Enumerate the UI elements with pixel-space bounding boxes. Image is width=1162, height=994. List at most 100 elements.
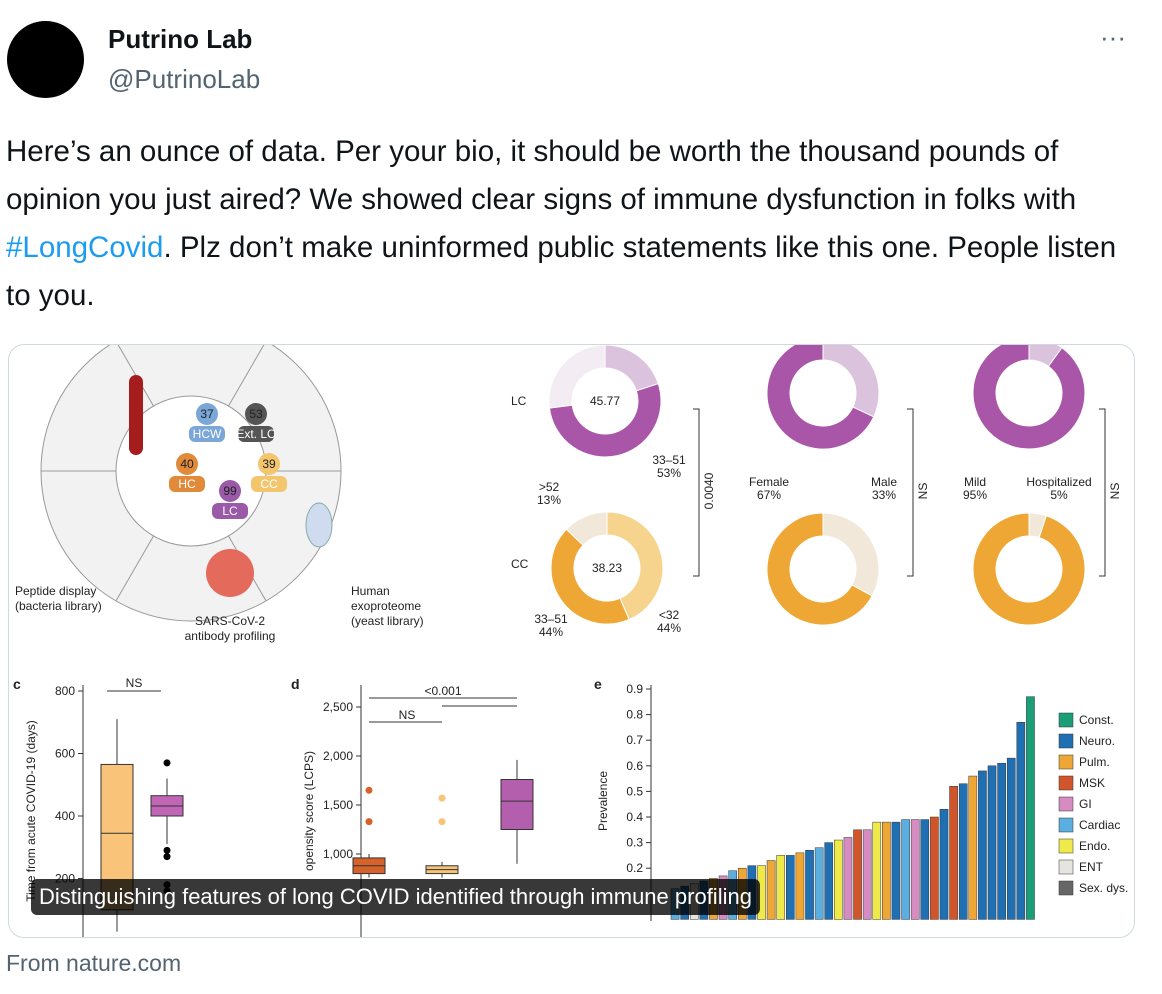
y-tick-label: 2,000 (323, 749, 353, 763)
donut-segment (565, 511, 608, 546)
donut-label: 33% (872, 488, 896, 502)
test-label: NS (399, 708, 416, 722)
donut-label: Hospitalized (1026, 475, 1091, 489)
donut-label: Mild (964, 475, 986, 489)
ring-divider (117, 345, 154, 407)
media-card[interactable]: 37 HCW 53 Ext. LC 40 HC 39 CC 99 LC Peptide displa… (8, 344, 1135, 938)
legend-swatch (1058, 838, 1074, 854)
bar (891, 821, 901, 920)
group-head (219, 480, 241, 502)
legend-label: Pulm. (1079, 755, 1110, 769)
group-body (169, 476, 205, 492)
bar (862, 829, 872, 920)
y-tick-label: 1,000 (323, 847, 353, 861)
legend-swatch (1058, 733, 1074, 749)
bar (930, 816, 939, 920)
y-tick-label: 0.7 (626, 733, 643, 747)
bar (968, 775, 978, 920)
author-handle[interactable]: @PutrinoLab (108, 64, 261, 94)
figure: 37 HCW 53 Ext. LC 40 HC 39 CC 99 LC Peptide displa… (13, 345, 1128, 937)
outlier (163, 846, 171, 854)
legend-label: Neuro. (1079, 734, 1115, 748)
outlier (365, 786, 373, 794)
bar (987, 765, 997, 920)
test-label: <0.001 (424, 684, 461, 698)
legend-label: Cardiac (1079, 818, 1120, 832)
donut-segment (604, 345, 659, 392)
donut-segment (972, 345, 1086, 450)
cohort-label: exoproteome (351, 599, 421, 613)
bar (872, 821, 882, 920)
avatar[interactable] (7, 21, 84, 98)
donut-segment (972, 512, 1086, 626)
bar (786, 855, 795, 920)
donut-segment (548, 345, 606, 409)
y-tick-label: 1,500 (323, 798, 353, 812)
bar (824, 842, 834, 920)
cohort-label: antibody profiling (185, 629, 276, 643)
cohort-label: Human (351, 584, 390, 598)
bar (1006, 757, 1016, 920)
test-label: NS (126, 676, 143, 690)
yeast-cell (305, 502, 333, 548)
outlier (438, 818, 446, 826)
tweet-text: Here’s an ounce of data. Per your bio, i… (6, 128, 1141, 320)
y-tick-label: 0.2 (626, 861, 643, 875)
donut-segment (550, 528, 630, 625)
donut-segment (822, 512, 880, 597)
bar (958, 783, 968, 920)
media-caption: Distinguishing features of long COVID id… (31, 879, 760, 915)
donut-label: 44% (657, 621, 681, 635)
bar (805, 850, 814, 920)
text: . Plz don’t make uninformed public state… (6, 231, 1117, 312)
donut-label: 13% (537, 493, 561, 507)
outlier (365, 818, 373, 826)
bar (901, 819, 910, 920)
row-label: CC (511, 557, 529, 571)
group-count: 53 (249, 407, 263, 421)
legend-label: Sex. dys. (1079, 881, 1128, 895)
bracket (1099, 408, 1106, 577)
group-label: HC (178, 477, 196, 491)
y-axis-label: Time from acute COVID-19 (days) (24, 720, 38, 902)
author-name[interactable]: Putrino Lab (108, 24, 253, 54)
y-tick-label: 2,500 (323, 700, 353, 714)
panel-letter: e (594, 676, 602, 692)
donut-segment (606, 511, 664, 621)
bracket-label: 0.0040 (702, 472, 716, 509)
group-count: 37 (200, 407, 214, 421)
donut-center: 45.77 (590, 394, 620, 408)
group-count: 40 (180, 457, 194, 471)
bracket-label: NS (916, 483, 930, 500)
box (500, 779, 534, 830)
bar (853, 829, 862, 920)
bar (978, 770, 987, 920)
legend-label: ENT (1079, 860, 1104, 874)
y-tick-label: 0.5 (626, 784, 643, 798)
donut-label: >52 (539, 480, 560, 494)
bar (834, 839, 843, 920)
bar (766, 860, 776, 920)
y-tick-label: 800 (55, 684, 75, 698)
virus (206, 549, 254, 597)
source-link[interactable]: From nature.com (6, 950, 182, 976)
y-tick-label: 400 (55, 809, 75, 823)
legend-swatch (1058, 859, 1074, 875)
y-tick-label: 0.8 (626, 708, 643, 722)
group-body (189, 426, 225, 442)
legend-swatch (1058, 775, 1074, 791)
outlier (163, 853, 171, 861)
donut-segment (822, 345, 880, 418)
y-tick-label: 0.3 (626, 836, 643, 850)
more-button[interactable]: ··· (1100, 22, 1126, 52)
hashtag[interactable]: #LongCovid (6, 231, 164, 264)
donut-label: 53% (657, 466, 681, 480)
donut-label: Female (749, 475, 789, 489)
bracket-label: NS (1108, 483, 1122, 500)
donut-segment (766, 345, 875, 450)
group-label: CC (260, 477, 278, 491)
panel-letter: c (13, 676, 21, 692)
donut-label: 44% (539, 625, 563, 639)
group-head (245, 403, 267, 425)
